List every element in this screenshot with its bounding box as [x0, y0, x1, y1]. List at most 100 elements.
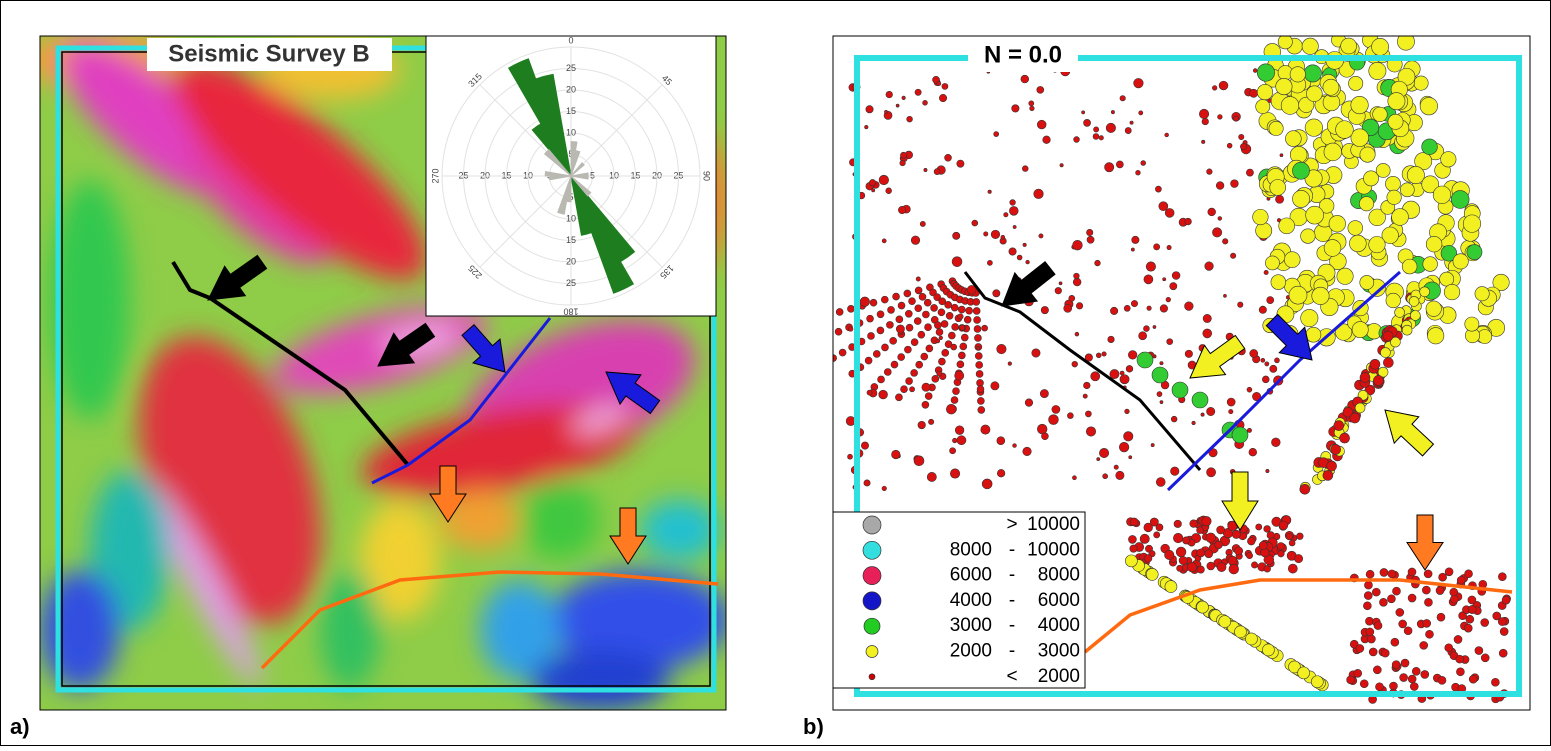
event-dot	[1256, 223, 1272, 239]
event-dot	[1388, 570, 1396, 578]
event-dot	[991, 230, 1000, 239]
event-dot	[1185, 218, 1192, 225]
event-dot	[1130, 121, 1133, 124]
event-dot	[1171, 416, 1177, 422]
event-dot	[1445, 568, 1453, 576]
event-dot	[1387, 595, 1395, 603]
event-dot	[1105, 163, 1114, 172]
event-dot	[1246, 169, 1253, 176]
event-dot	[1347, 676, 1355, 684]
event-dot	[1139, 332, 1147, 340]
event-dot	[1227, 398, 1235, 406]
event-dot	[1463, 215, 1480, 232]
event-dot	[1049, 415, 1059, 425]
event-dot	[926, 345, 933, 352]
event-dot	[1450, 595, 1458, 603]
event-dot	[955, 371, 964, 380]
event-dot	[974, 325, 981, 332]
event-dot	[991, 382, 999, 390]
event-dot	[1212, 86, 1217, 91]
event-dot	[1355, 403, 1365, 413]
event-dot	[1445, 644, 1453, 652]
event-dot	[878, 376, 885, 383]
event-dot	[1096, 353, 1101, 358]
event-dot	[923, 100, 928, 105]
legend-label: 2000	[1038, 666, 1080, 687]
event-dot	[1120, 371, 1124, 375]
event-dot	[1064, 304, 1072, 312]
event-dot	[1392, 661, 1400, 669]
event-dot	[1306, 86, 1322, 102]
event-dot	[1261, 358, 1265, 362]
event-dot	[898, 302, 905, 309]
r-tick-label: 20	[652, 170, 662, 180]
event-dot	[1131, 248, 1134, 251]
event-dot	[1280, 154, 1283, 157]
event-dot	[1151, 443, 1154, 446]
event-dot	[1422, 139, 1438, 155]
event-dot	[927, 472, 936, 481]
event-dot	[1233, 116, 1238, 121]
event-dot	[1140, 534, 1149, 543]
event-dot	[1364, 581, 1372, 589]
event-dot	[993, 290, 1000, 297]
event-dot	[1146, 568, 1158, 580]
event-dot	[958, 306, 965, 313]
event-dot	[934, 322, 941, 329]
event-dot	[1350, 413, 1360, 423]
event-dot	[1190, 520, 1198, 528]
event-dot	[1136, 170, 1141, 175]
event-dot	[1134, 78, 1144, 88]
event-dot	[1267, 297, 1274, 304]
event-dot	[1124, 432, 1133, 441]
event-dot	[1144, 275, 1153, 284]
event-dot	[1256, 524, 1262, 530]
event-dot	[847, 305, 854, 312]
event-dot	[1041, 433, 1048, 440]
event-dot	[934, 169, 940, 175]
event-dot	[1102, 352, 1106, 356]
event-dot	[1271, 275, 1286, 290]
event-dot	[1323, 470, 1333, 480]
event-dot	[957, 436, 966, 445]
event-dot	[1498, 618, 1506, 626]
event-dot	[918, 331, 925, 338]
event-dot	[1457, 576, 1465, 584]
legend-label: 6000	[950, 565, 992, 586]
event-dot	[1298, 667, 1310, 679]
event-dot	[1147, 306, 1152, 311]
event-dot	[1251, 562, 1257, 568]
event-dot	[904, 346, 911, 353]
event-dot	[1264, 270, 1268, 274]
event-dot	[1502, 596, 1510, 604]
event-dot	[1467, 245, 1482, 260]
event-dot	[1262, 644, 1274, 656]
legend-label: 8000	[950, 539, 992, 560]
event-dot	[1185, 350, 1192, 357]
event-dot	[865, 357, 872, 364]
event-dot	[1408, 675, 1416, 683]
event-dot	[1215, 541, 1223, 549]
event-dot	[900, 152, 906, 158]
event-dot	[977, 386, 984, 393]
event-dot	[915, 287, 922, 294]
event-dot	[1084, 119, 1091, 126]
event-dot	[1464, 624, 1472, 632]
event-dot	[877, 311, 884, 318]
event-dot	[1017, 255, 1022, 260]
event-dot	[896, 325, 904, 333]
event-dot	[1128, 535, 1136, 543]
event-dot	[1218, 217, 1222, 221]
event-dot	[1163, 278, 1166, 281]
event-dot	[1372, 588, 1380, 596]
event-dot	[1232, 427, 1248, 443]
event-dot	[1360, 275, 1374, 289]
event-dot	[1381, 649, 1389, 657]
event-dot	[945, 301, 952, 308]
event-dot	[1372, 38, 1389, 55]
event-dot	[915, 305, 922, 312]
event-dot	[1410, 683, 1418, 691]
event-dot	[976, 361, 983, 368]
event-dot	[1281, 97, 1299, 115]
event-dot	[1207, 169, 1213, 175]
